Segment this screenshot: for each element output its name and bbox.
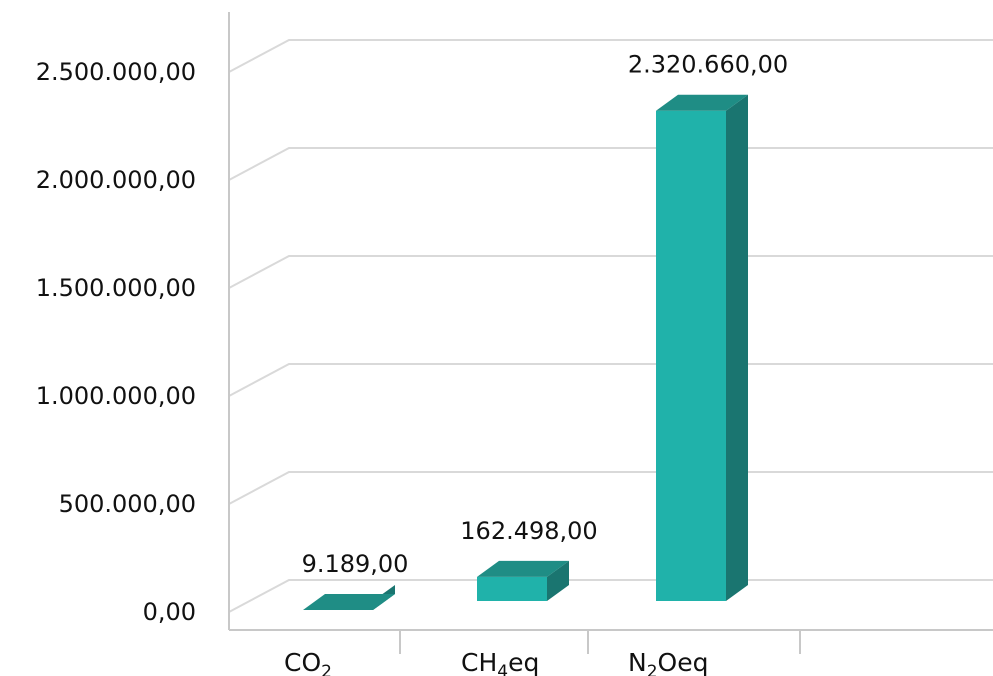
gridline (228, 39, 993, 73)
category-subscript: 2 (321, 662, 332, 676)
bar-front (656, 110, 726, 602)
bar-top (656, 94, 748, 111)
gridlines (228, 39, 993, 613)
y-tick-label: 1.500.000,00 (36, 274, 196, 302)
data-labels: 9.189,00 162.498,00 2.320.660,00 (302, 51, 789, 578)
category-subscript: 4 (497, 662, 508, 676)
bar (656, 94, 748, 602)
category-base: CH (461, 648, 497, 676)
category-labels: CO2 CH4eq N2Oeq (284, 648, 708, 676)
bar-side (547, 560, 569, 601)
bar-front (477, 576, 547, 601)
gridline (228, 471, 993, 505)
category-subscript: 2 (647, 662, 658, 676)
bar-top (477, 560, 569, 577)
bar-side (726, 94, 748, 602)
gridline (228, 255, 993, 289)
bars (303, 94, 748, 611)
gridline (228, 147, 993, 181)
gridline (228, 363, 993, 397)
y-tick-label: 500.000,00 (59, 490, 196, 518)
data-label: 2.320.660,00 (628, 51, 788, 79)
y-tick-label: 2.500.000,00 (36, 58, 196, 86)
axes (228, 12, 993, 654)
category-label: N2Oeq (628, 648, 708, 676)
category-suffix: eq (508, 648, 539, 676)
bar-top (303, 594, 395, 611)
category-label: CO2 (284, 648, 332, 676)
category-base: N (628, 648, 647, 676)
bar (477, 560, 569, 601)
category-base: CO (284, 648, 321, 676)
floor-line (228, 579, 993, 613)
bar (303, 585, 395, 611)
category-suffix: Oeq (658, 648, 709, 676)
y-tick-label: 1.000.000,00 (36, 382, 196, 410)
category-label: CH4eq (461, 648, 539, 676)
data-label: 9.189,00 (302, 550, 409, 578)
y-tick-labels: 0,00 500.000,00 1.000.000,00 1.500.000,00 2.… (36, 58, 196, 626)
y-tick-label: 2.000.000,00 (36, 166, 196, 194)
y-tick-label: 0,00 (143, 598, 196, 626)
data-label: 162.498,00 (460, 517, 597, 545)
